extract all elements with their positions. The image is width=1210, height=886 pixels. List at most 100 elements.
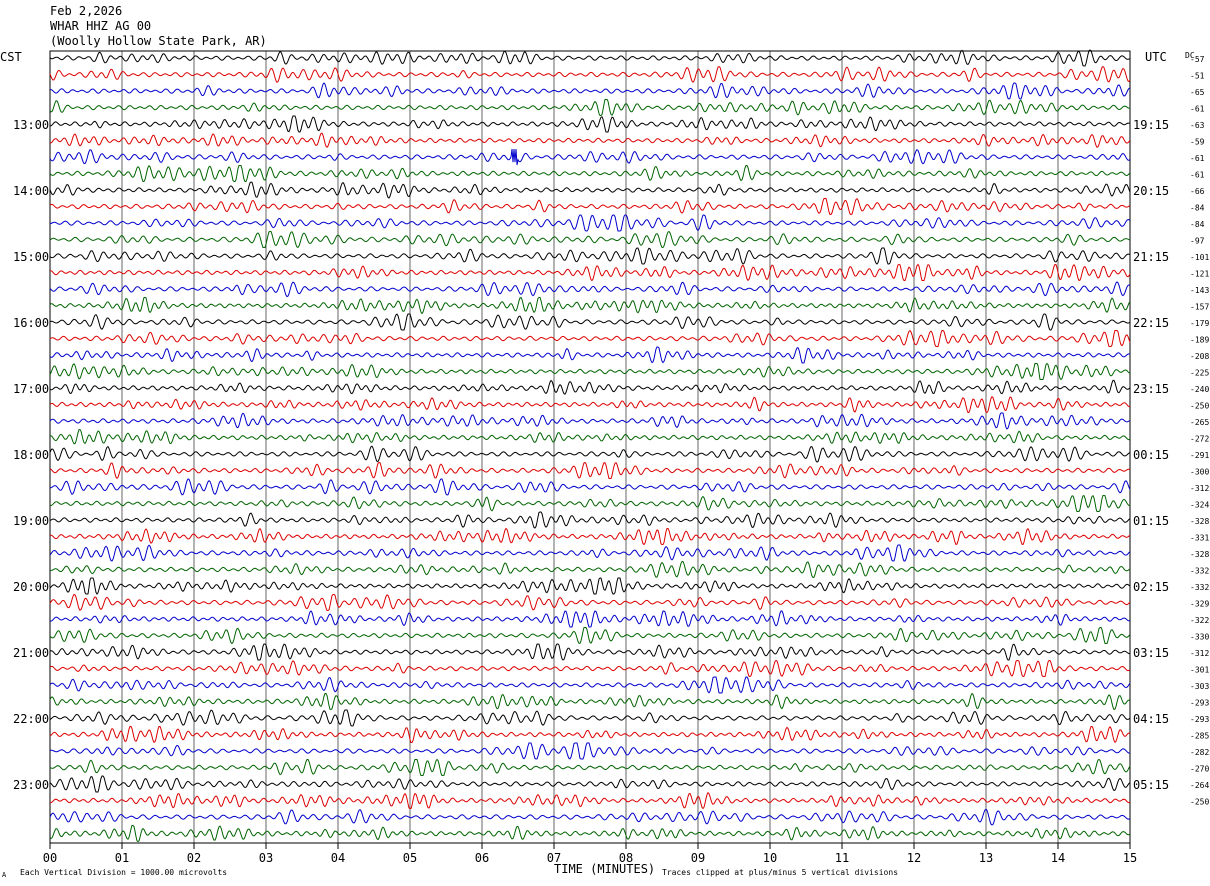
dc-offset-label: -303 bbox=[1190, 682, 1209, 691]
trace-row bbox=[49, 791, 1131, 810]
dc-offset-label: -293 bbox=[1190, 715, 1209, 724]
trace-row bbox=[49, 725, 1131, 744]
dc-offset-label: -272 bbox=[1190, 435, 1209, 444]
trace-row bbox=[49, 65, 1131, 83]
trace-row bbox=[49, 560, 1131, 579]
dc-offset-label: -61 bbox=[1190, 105, 1205, 114]
trace-row bbox=[49, 610, 1131, 628]
dc-offset-label: -84 bbox=[1190, 204, 1205, 213]
dc-label: DC bbox=[1185, 51, 1195, 60]
x-tick-label: 11 bbox=[835, 851, 849, 865]
trace-row bbox=[50, 82, 1131, 100]
dc-offset-label: -330 bbox=[1190, 633, 1209, 642]
trace-row bbox=[49, 214, 1131, 232]
trace-row bbox=[49, 527, 1131, 546]
left-hour-label: 22:00 bbox=[13, 712, 49, 726]
dc-offset-label: -331 bbox=[1190, 534, 1209, 543]
right-hour-label: 04:15 bbox=[1133, 712, 1169, 726]
x-tick-label: 00 bbox=[43, 851, 57, 865]
trace-row bbox=[49, 593, 1131, 611]
trace-row bbox=[49, 313, 1131, 331]
left-hour-label: 16:00 bbox=[13, 316, 49, 330]
dc-offset-label: -66 bbox=[1190, 187, 1205, 196]
dc-offset-label: -282 bbox=[1190, 748, 1209, 757]
dc-offset-label: -63 bbox=[1190, 121, 1205, 130]
x-tick-label: 03 bbox=[259, 851, 273, 865]
right-hour-label: 21:15 bbox=[1133, 250, 1169, 264]
trace-row bbox=[49, 544, 1131, 562]
dc-offset-label: -324 bbox=[1190, 501, 1209, 510]
trace-row bbox=[49, 132, 1131, 149]
trace-row bbox=[49, 445, 1131, 463]
dc-offset-label: -179 bbox=[1190, 319, 1209, 328]
dc-offset-label: -157 bbox=[1190, 303, 1209, 312]
dc-offset-label: -61 bbox=[1190, 154, 1205, 163]
right-hour-label: 22:15 bbox=[1133, 316, 1169, 330]
trace-row bbox=[49, 775, 1131, 793]
left-hour-label: 19:00 bbox=[13, 514, 49, 528]
dc-offset-label: -97 bbox=[1190, 237, 1205, 246]
trace-row bbox=[49, 329, 1131, 347]
dc-offset-label: -59 bbox=[1190, 138, 1205, 147]
trace-row bbox=[49, 181, 1131, 199]
trace-row bbox=[49, 478, 1131, 496]
x-axis-title: TIME (MINUTES) bbox=[554, 862, 655, 876]
dc-offset-label: -225 bbox=[1190, 369, 1209, 378]
trace-row bbox=[49, 627, 1131, 645]
trace-row bbox=[49, 577, 1131, 595]
trace-row bbox=[49, 296, 1131, 315]
date-label: Feb 2,2026 bbox=[50, 4, 123, 18]
trace-row bbox=[49, 808, 1131, 826]
trace-row bbox=[49, 379, 1131, 395]
trace-row bbox=[49, 643, 1130, 661]
dc-offset-label: -265 bbox=[1190, 418, 1209, 427]
corner-mark: A bbox=[2, 871, 7, 879]
right-hour-label: 23:15 bbox=[1133, 382, 1169, 396]
x-tick-label: 07 bbox=[547, 851, 561, 865]
x-tick-label: 09 bbox=[691, 851, 705, 865]
dc-offset-label: -312 bbox=[1190, 649, 1209, 658]
dc-offset-label: -250 bbox=[1190, 402, 1209, 411]
trace-row bbox=[49, 659, 1131, 678]
right-hour-label: 20:15 bbox=[1133, 184, 1169, 198]
trace-row bbox=[49, 165, 1131, 182]
right-timezone-label: UTC bbox=[1145, 50, 1167, 64]
trace-row bbox=[49, 362, 1131, 381]
trace-row bbox=[49, 461, 1131, 480]
trace-row bbox=[49, 148, 1131, 166]
dc-offset-label: -101 bbox=[1190, 253, 1209, 262]
trace-row bbox=[49, 230, 1131, 249]
dc-offset-label: -61 bbox=[1190, 171, 1205, 180]
left-hour-label: 18:00 bbox=[13, 448, 49, 462]
trace-row bbox=[49, 49, 1131, 67]
left-hour-label: 23:00 bbox=[13, 778, 49, 792]
left-hour-label: 13:00 bbox=[13, 118, 49, 132]
dc-offset-label: -57 bbox=[1190, 55, 1205, 64]
x-tick-label: 13 bbox=[979, 851, 993, 865]
trace-row bbox=[49, 742, 1130, 760]
x-tick-label: 12 bbox=[907, 851, 921, 865]
x-tick-label: 10 bbox=[763, 851, 777, 865]
trace-row bbox=[50, 263, 1131, 282]
right-hour-label: 02:15 bbox=[1133, 580, 1169, 594]
x-tick-label: 08 bbox=[619, 851, 633, 865]
x-tick-label: 06 bbox=[475, 851, 489, 865]
dc-offset-label: -300 bbox=[1190, 468, 1209, 477]
dc-offset-label: -332 bbox=[1190, 583, 1209, 592]
left-hour-label: 21:00 bbox=[13, 646, 49, 660]
location-label: (Woolly Hollow State Park, AR) bbox=[50, 34, 267, 48]
dc-offset-label: -240 bbox=[1190, 385, 1209, 394]
right-hour-label: 19:15 bbox=[1133, 118, 1169, 132]
dc-offset-label: -301 bbox=[1190, 666, 1209, 675]
left-hour-label: 15:00 bbox=[13, 250, 49, 264]
trace-row bbox=[49, 395, 1130, 414]
dc-offset-label: -264 bbox=[1190, 781, 1209, 790]
x-tick-label: 04 bbox=[331, 851, 345, 865]
dc-offset-label: -322 bbox=[1190, 616, 1209, 625]
dc-offset-label: -285 bbox=[1190, 732, 1209, 741]
trace-row bbox=[49, 281, 1131, 298]
left-hour-label: 14:00 bbox=[13, 184, 49, 198]
trace-row bbox=[49, 346, 1131, 364]
right-hour-label: 05:15 bbox=[1133, 778, 1169, 792]
left-hour-label: 20:00 bbox=[13, 580, 49, 594]
